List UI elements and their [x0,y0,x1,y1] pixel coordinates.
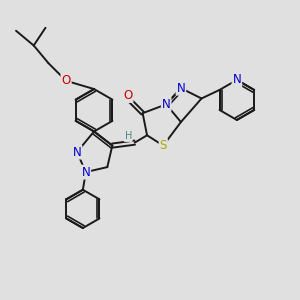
Text: O: O [61,74,71,87]
Text: N: N [176,82,185,95]
Text: O: O [123,89,133,102]
Text: N: N [73,146,81,159]
Text: N: N [162,98,171,111]
Text: H: H [124,131,132,141]
Text: N: N [232,74,241,86]
Text: S: S [160,139,167,152]
Text: N: N [81,166,90,178]
